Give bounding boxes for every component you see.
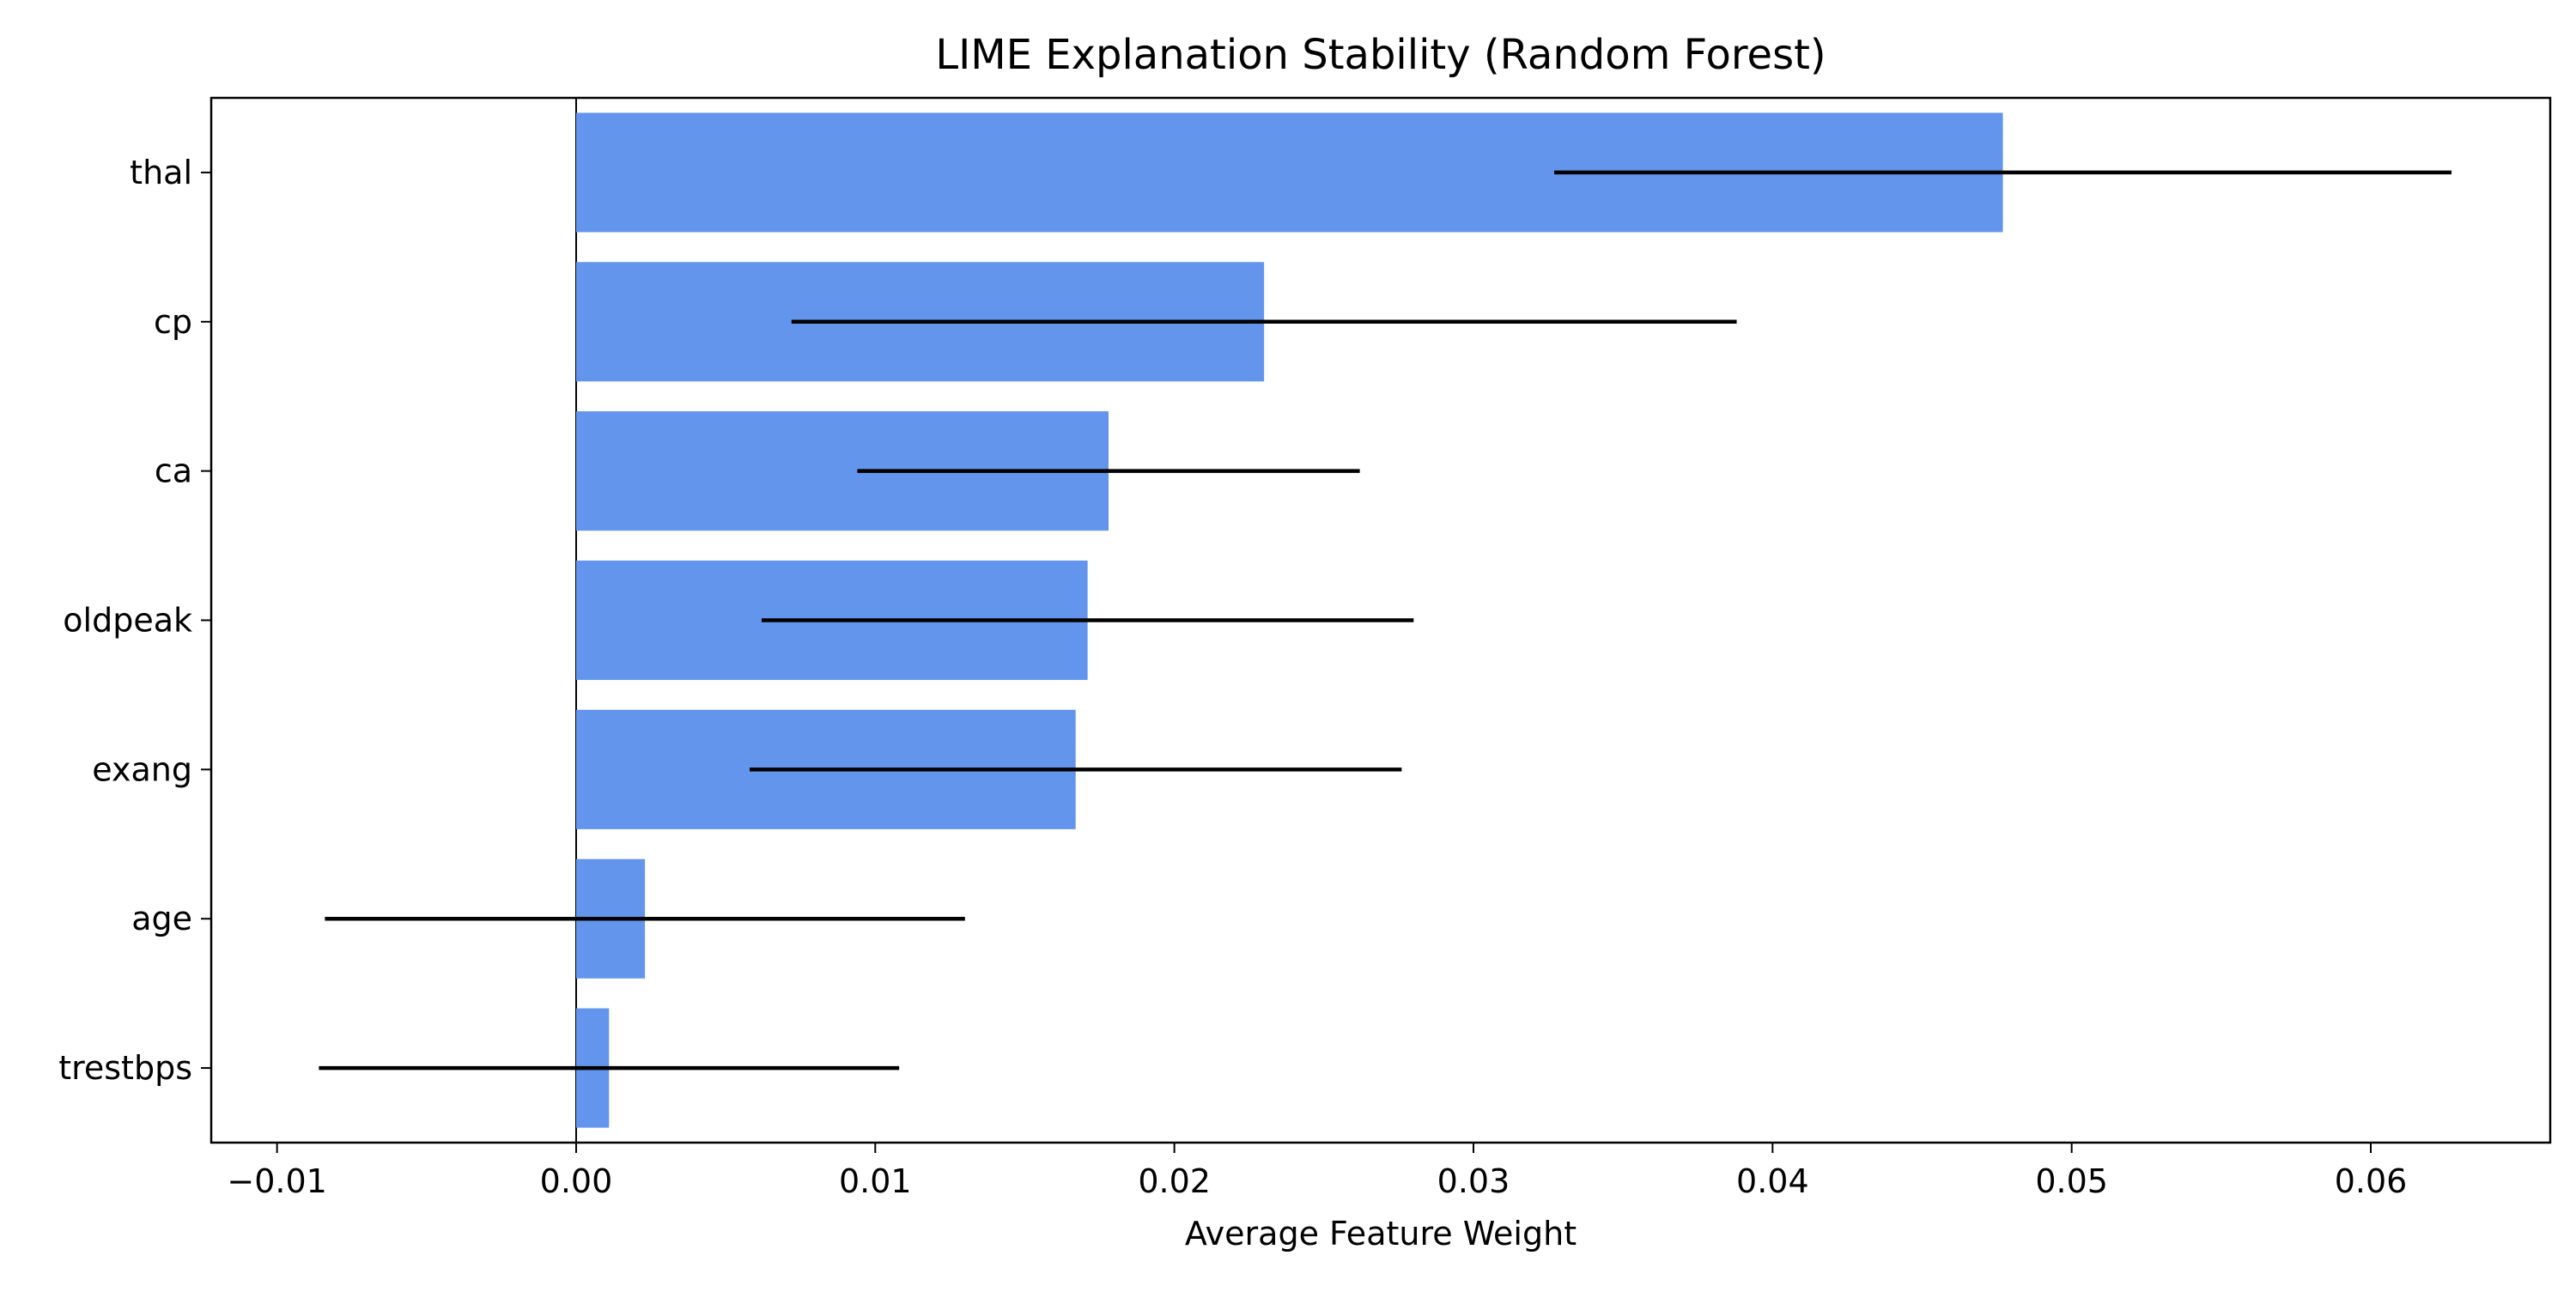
- x-tick-label-7: 0.06: [2335, 1162, 2408, 1200]
- x-tick-label-2: 0.01: [839, 1162, 912, 1200]
- x-axis-label: Average Feature Weight: [1185, 1215, 1577, 1253]
- y-tick-label-thal: thal: [130, 154, 192, 191]
- x-tick-label-5: 0.04: [1736, 1162, 1809, 1200]
- x-tick-label-0: −0.01: [227, 1162, 326, 1200]
- y-tick-label-cp: cp: [154, 303, 192, 341]
- x-tick-label-1: 0.00: [540, 1162, 613, 1200]
- x-tick-label-3: 0.02: [1138, 1162, 1211, 1200]
- chart-title: LIME Explanation Stability (Random Fores…: [935, 31, 1826, 79]
- plot-frame: [210, 96, 2552, 1144]
- y-tick-label-oldpeak: oldpeak: [63, 602, 192, 640]
- y-tick-label-ca: ca: [155, 452, 192, 490]
- y-tick-label-exang: exang: [92, 750, 192, 788]
- y-tick-label-trestbps: trestbps: [58, 1049, 192, 1087]
- x-tick-label-4: 0.03: [1437, 1162, 1510, 1200]
- x-tick-label-6: 0.05: [2035, 1162, 2108, 1200]
- y-tick-label-age: age: [131, 900, 192, 937]
- plot-area: thal cp ca oldpeak exang age trestbps −0.01 0.00…: [58, 96, 2552, 1200]
